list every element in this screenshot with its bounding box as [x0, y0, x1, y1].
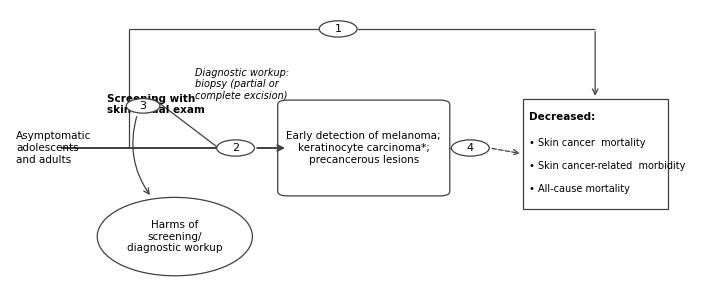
FancyBboxPatch shape — [523, 99, 668, 209]
Circle shape — [319, 21, 357, 37]
Text: • Skin cancer-related  morbidity: • Skin cancer-related morbidity — [529, 161, 686, 171]
Text: • All-cause mortality: • All-cause mortality — [529, 184, 630, 194]
Text: Early detection of melanoma;
keratinocyte carcinoma*;
precancerous lesions: Early detection of melanoma; keratinocyt… — [287, 131, 441, 165]
Ellipse shape — [97, 197, 252, 276]
Circle shape — [127, 99, 160, 113]
Text: Decreased:: Decreased: — [529, 112, 596, 122]
Text: Screening with
skin visual exam: Screening with skin visual exam — [107, 94, 205, 115]
Text: • Skin cancer  mortality: • Skin cancer mortality — [529, 138, 646, 148]
FancyBboxPatch shape — [277, 100, 450, 196]
FancyArrowPatch shape — [133, 117, 149, 194]
Text: Diagnostic workup:
biopsy (partial or
complete excision): Diagnostic workup: biopsy (partial or co… — [195, 67, 289, 101]
Text: Harms of
screening/
diagnostic workup: Harms of screening/ diagnostic workup — [127, 220, 222, 253]
Text: 1: 1 — [335, 24, 342, 34]
Circle shape — [451, 140, 489, 156]
Text: 3: 3 — [139, 101, 147, 111]
Text: Asymptomatic
adolescents
and adults: Asymptomatic adolescents and adults — [16, 131, 92, 165]
Text: 4: 4 — [467, 143, 474, 153]
Text: 2: 2 — [232, 143, 239, 153]
Circle shape — [217, 140, 255, 156]
